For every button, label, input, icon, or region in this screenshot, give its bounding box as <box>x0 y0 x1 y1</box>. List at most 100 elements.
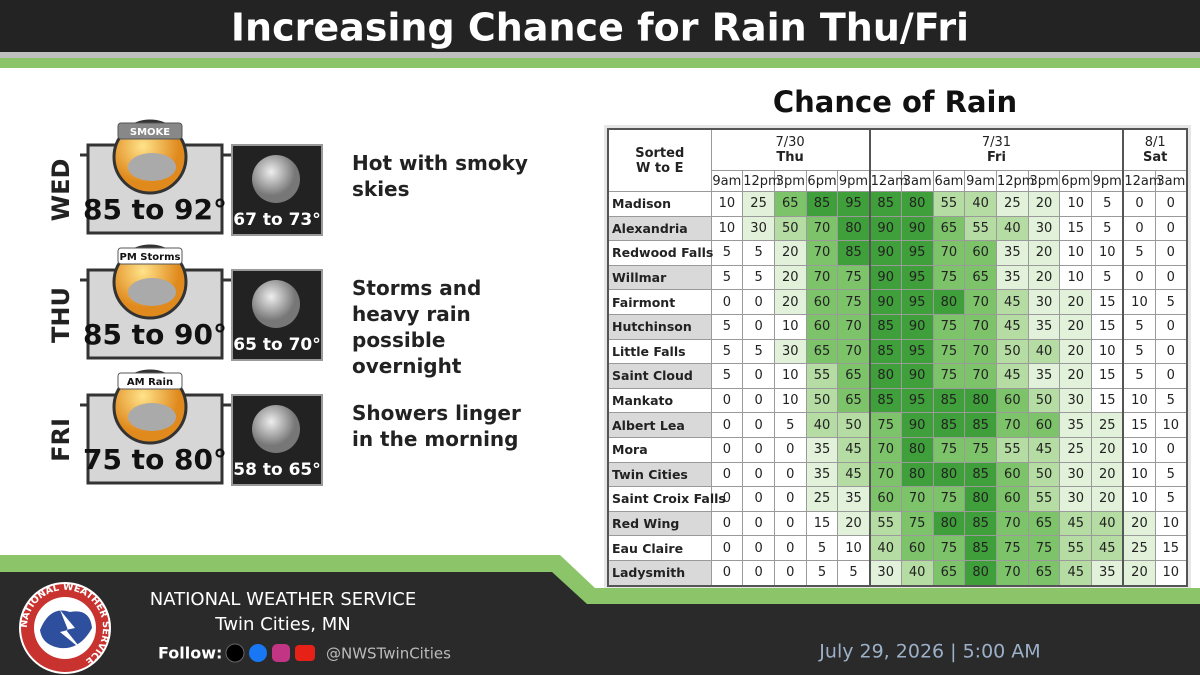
rain-chance: 5 <box>1154 289 1188 315</box>
instagram-icon[interactable] <box>272 644 290 662</box>
rain-chance: 20 <box>1122 510 1156 537</box>
rain-chance: 65 <box>932 559 966 587</box>
time-header: 9pm <box>837 170 871 192</box>
rain-chance: 15 <box>1122 412 1156 438</box>
rain-chance: 20 <box>1027 264 1061 291</box>
time-header: 9pm <box>1091 170 1125 192</box>
rain-chance: 65 <box>805 338 839 365</box>
rain-chance: 15 <box>805 510 839 537</box>
rain-chance: 0 <box>1122 264 1156 291</box>
rain-chance: 0 <box>742 486 775 512</box>
rain-chance: 50 <box>1027 461 1061 488</box>
rain-chance: 0 <box>742 387 775 414</box>
x-icon[interactable] <box>225 643 245 663</box>
rain-chance: 35 <box>1059 412 1093 438</box>
rain-chance: 80 <box>964 559 997 587</box>
rain-chance: 45 <box>995 313 1029 340</box>
rain-chance: 70 <box>805 264 839 291</box>
rain-chance: 5 <box>1122 338 1156 365</box>
rain-chance: 95 <box>900 289 934 315</box>
corner-text: W to E <box>636 160 684 176</box>
city-name: Little Falls <box>607 338 712 365</box>
rain-chance: 65 <box>964 264 997 291</box>
group-header: 7/30 Thu <box>710 128 871 171</box>
rain-chance: 10 <box>1154 559 1188 587</box>
rain-chance: 45 <box>1091 535 1125 561</box>
rain-chance: 85 <box>869 338 902 365</box>
rain-chance: 75 <box>964 436 997 463</box>
rain-chance: 10 <box>837 535 871 561</box>
time-header: 12pm <box>995 170 1034 192</box>
rain-chance: 15 <box>1091 313 1125 340</box>
rain-chance: 25 <box>995 191 1029 217</box>
rain-chance: 70 <box>964 313 997 340</box>
group-day: Thu <box>776 150 804 165</box>
rain-chance: 0 <box>1154 363 1188 389</box>
rain-chance: 90 <box>869 264 902 291</box>
rain-chance: 35 <box>837 486 871 512</box>
city-row: Fairmont 0 0 20 60 75 90 95 80 70 45 30 20 15 10 5 <box>607 289 1188 315</box>
rain-chance: 15 <box>1091 289 1125 315</box>
rain-chance: 95 <box>900 338 934 365</box>
rain-chance: 75 <box>837 289 871 315</box>
rain-chance: 65 <box>1027 510 1061 537</box>
rain-chance: 5 <box>805 535 839 561</box>
rain-chance: 10 <box>1059 264 1093 291</box>
rain-chance: 95 <box>900 264 934 291</box>
rain-chance: 80 <box>837 215 871 242</box>
rain-chance: 60 <box>995 486 1029 512</box>
rain-chance: 85 <box>869 313 902 340</box>
day-label: WED <box>47 159 75 222</box>
issue-date: July 29, 2026 | 5:00 AM <box>818 641 1040 663</box>
rain-chance: 55 <box>932 191 966 217</box>
facebook-icon[interactable] <box>249 644 267 662</box>
rain-chance: 25 <box>805 486 839 512</box>
rain-chance: 0 <box>742 535 775 561</box>
rain-chance: 0 <box>1154 191 1188 217</box>
rain-chance: 60 <box>900 535 934 561</box>
youtube-icon[interactable] <box>295 645 315 661</box>
city-row: Redwood Falls 5 5 20 70 85 90 95 70 60 35 20 10 10 5 0 <box>607 240 1188 266</box>
rain-chance: 20 <box>1059 313 1093 340</box>
rain-chance: 0 <box>773 559 807 587</box>
rain-chance: 60 <box>1027 412 1061 438</box>
forecast-description: Hot with smoky skies <box>352 151 528 201</box>
rain-chance: 95 <box>900 387 934 414</box>
rain-chance: 25 <box>1091 412 1125 438</box>
rain-chance: 5 <box>710 338 744 365</box>
city-name: Saint Cloud <box>607 363 712 389</box>
rain-chance: 5 <box>742 338 775 365</box>
rain-chance: 75 <box>932 313 966 340</box>
time-header: 6pm <box>1059 170 1093 192</box>
office-name: Twin Cities, MN <box>214 614 350 635</box>
rain-chance: 50 <box>837 412 871 438</box>
high-temp: 85 to 92° <box>83 193 227 226</box>
rain-chance: 20 <box>837 510 871 537</box>
rain-chance: 0 <box>742 313 775 340</box>
rain-chance: 80 <box>964 387 997 414</box>
rain-chance: 25 <box>1122 535 1156 561</box>
night-icon <box>252 280 300 328</box>
icon-plate <box>117 372 183 390</box>
time-row: 9am 12pm 3pm 6pm 9pm 12am 3am 6am 9am 12pm 3pm 6pm 9… <box>608 170 1188 192</box>
rain-chance: 75 <box>869 412 902 438</box>
rain-chance: 75 <box>932 486 966 512</box>
rain-chance: 20 <box>1027 191 1061 217</box>
rain-chance: 80 <box>932 510 966 537</box>
rain-chance: 0 <box>1122 215 1156 242</box>
social-handle[interactable]: @NWSTwinCities <box>326 645 451 663</box>
rain-chance: 70 <box>995 412 1029 438</box>
icon-plate <box>117 247 183 265</box>
rain-chance: 90 <box>900 363 934 389</box>
rain-chance: 85 <box>932 412 966 438</box>
city-row: Madison 10 25 65 85 95 85 80 55 40 25 20 10 5 0 0 <box>607 191 1188 217</box>
time-header: 6am <box>932 170 966 192</box>
rain-chance: 50 <box>773 215 807 242</box>
rain-chance: 30 <box>742 215 775 242</box>
page-title: Increasing Chance for Rain Thu/Fri <box>231 6 969 50</box>
rain-chance: 20 <box>1059 289 1093 315</box>
rain-chance: 0 <box>742 412 775 438</box>
rain-chance: 20 <box>773 264 807 291</box>
rain-chance: 80 <box>900 191 934 217</box>
rain-chance: 90 <box>869 215 902 242</box>
